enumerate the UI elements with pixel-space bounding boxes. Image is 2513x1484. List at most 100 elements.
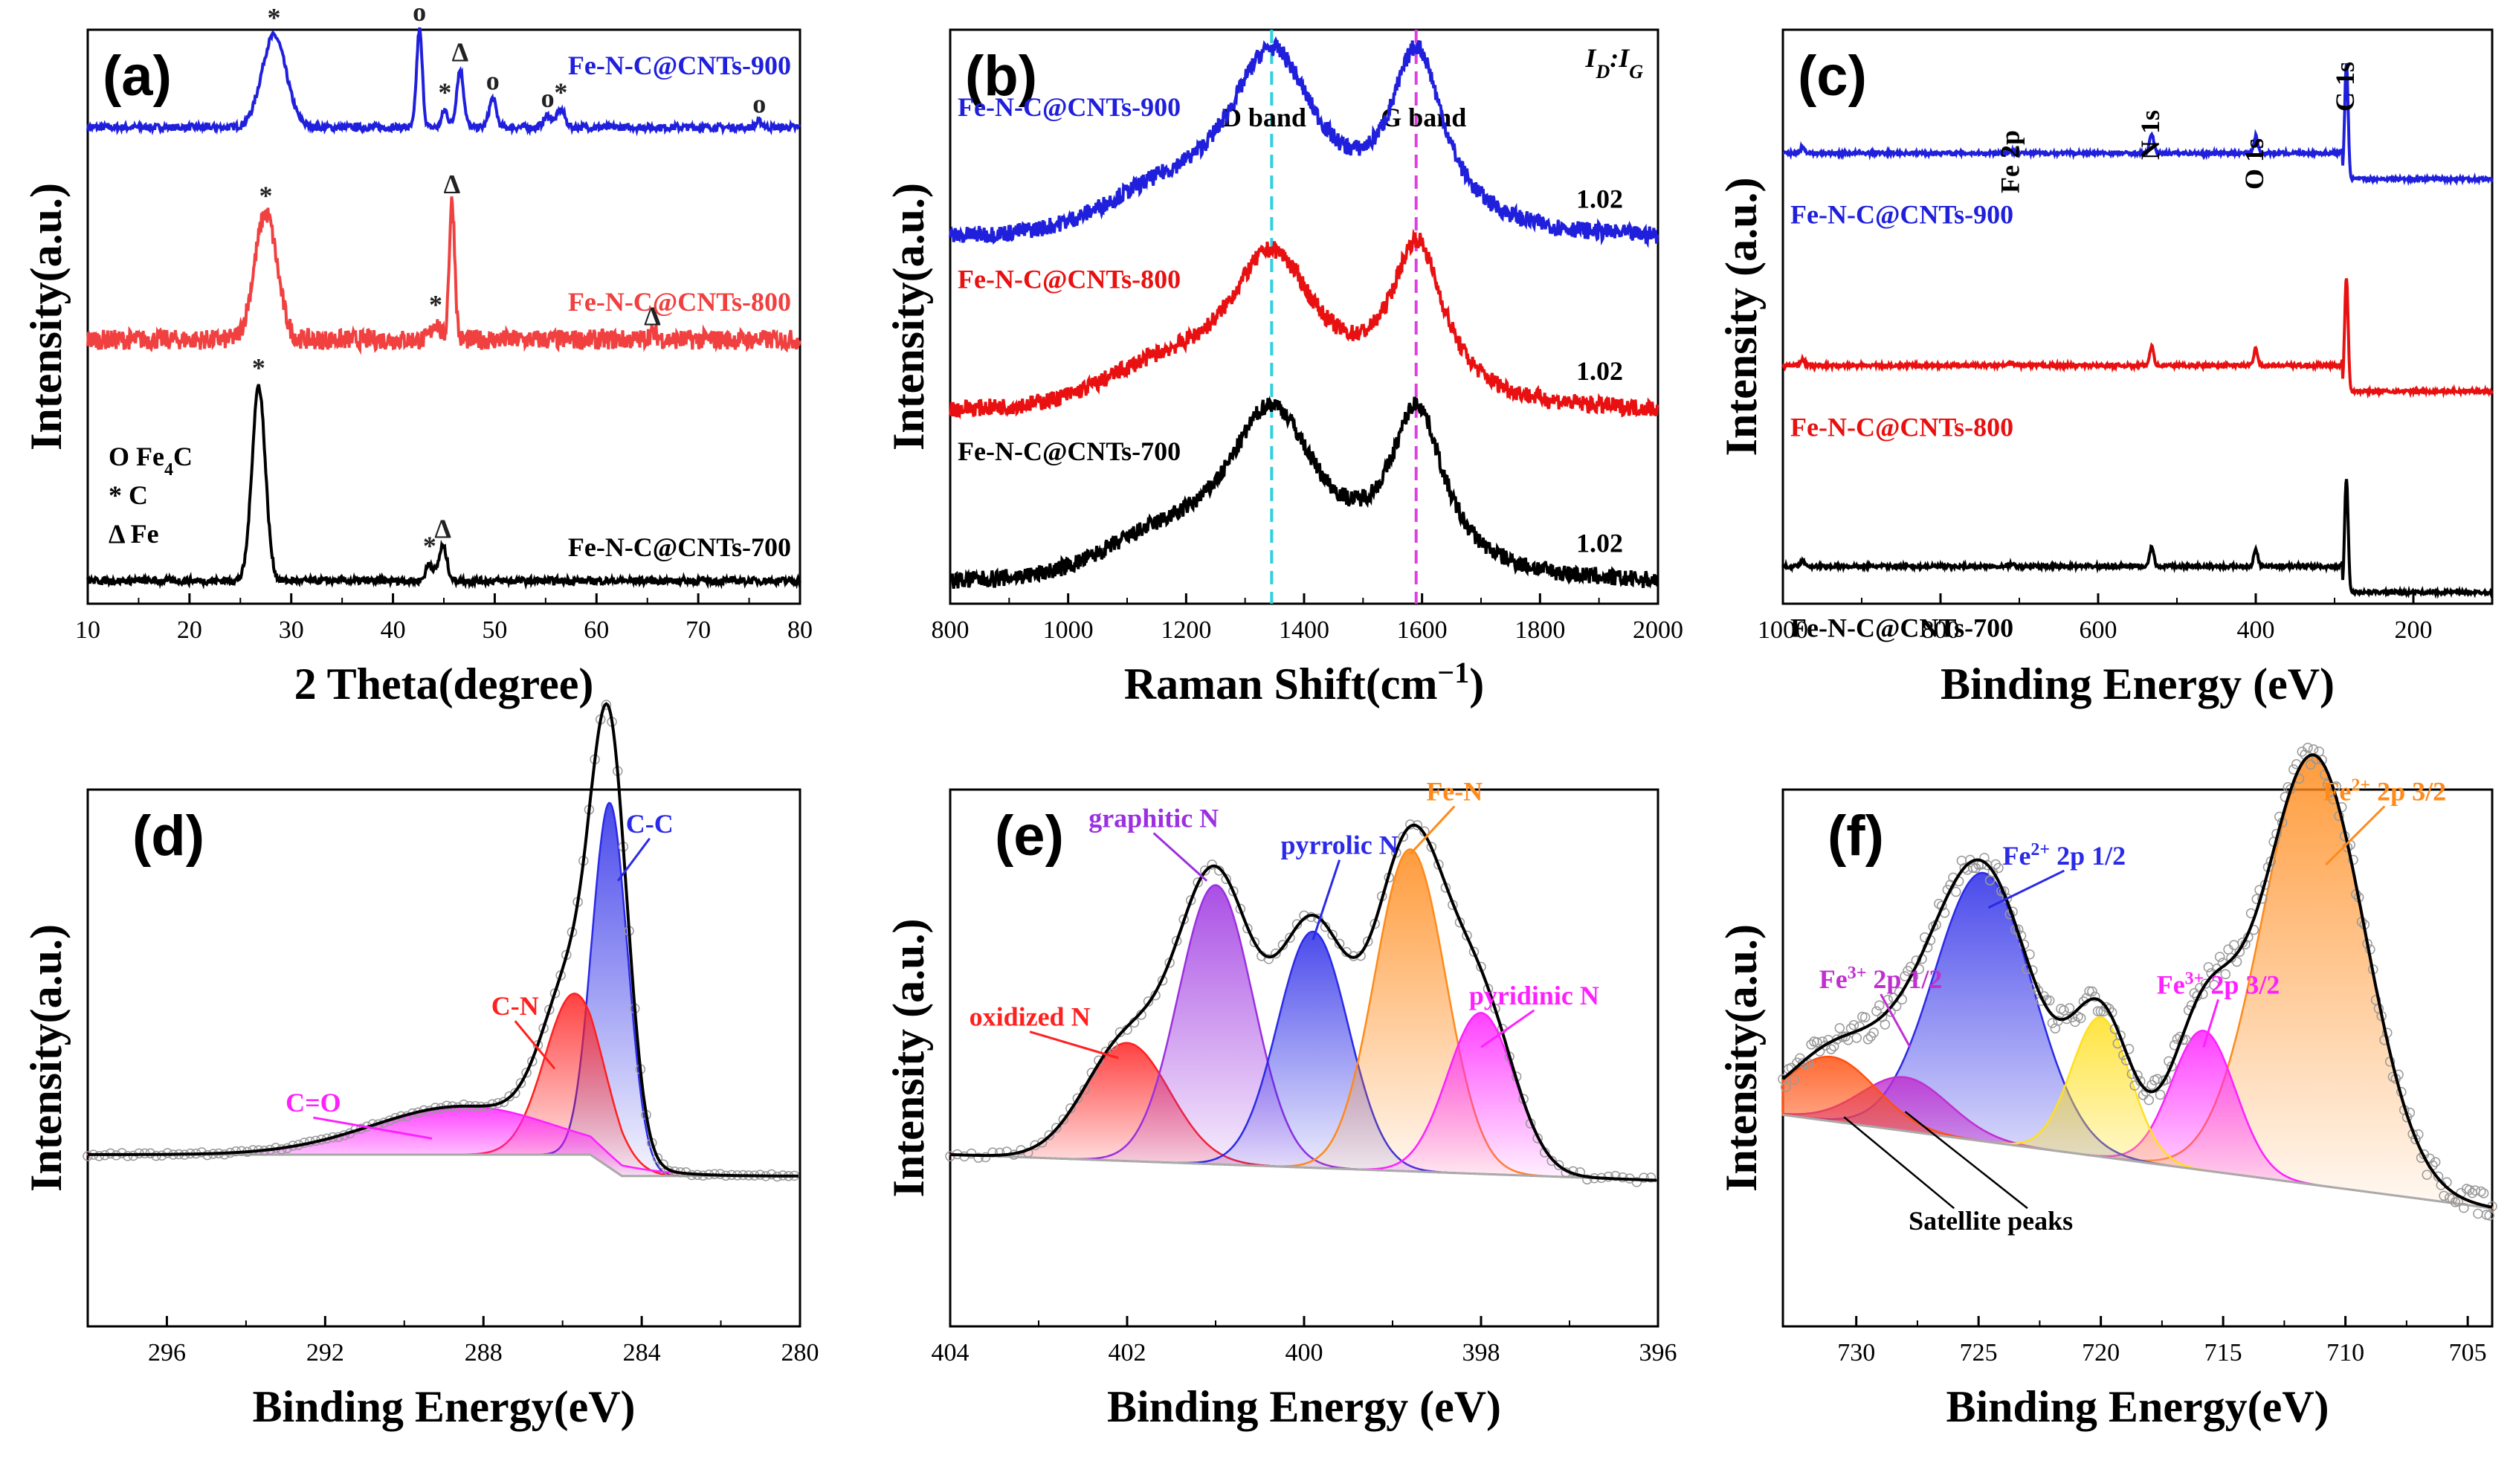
panel-e: 404 402 400 398 396 Intensity (a.u.) Binding E… [884, 776, 1677, 1431]
satellite-label: Satellite peaks [1909, 1206, 2073, 1236]
band-label: G band [1381, 103, 1466, 132]
x-tick-label: 400 [2237, 616, 2275, 644]
x-tick-label: 292 [306, 1339, 344, 1367]
legend-entry: Fe-N-C@CNTs-900 [1790, 200, 2013, 230]
panel-label: (a) [103, 45, 172, 108]
raw-data-point [1631, 1177, 1642, 1187]
x-axis-label: Binding Energy(eV) [1946, 1382, 2329, 1431]
raw-data-point [1868, 1027, 1879, 1038]
x-tick-label: 284 [623, 1339, 661, 1367]
raw-data-point [2223, 944, 2233, 955]
raman-line-2 [949, 396, 1659, 590]
raw-data-point [521, 1068, 532, 1078]
xrd-line-1 [86, 196, 801, 355]
raw-data-point [2214, 952, 2225, 962]
legend-fe4c: O Fe4C [109, 442, 193, 480]
raw-data-point [1859, 1012, 1871, 1023]
peak-marker: Δ [444, 170, 461, 199]
envelope-line [1781, 753, 2493, 1209]
raw-data-point [658, 1159, 668, 1170]
component-label: Fe-N [1426, 776, 1483, 806]
panel-label: (e) [995, 804, 1064, 868]
raw-data-point [1468, 946, 1480, 957]
component-label: graphitic N [1088, 804, 1219, 833]
legend-entry: Fe-N-C@CNTs-700 [958, 436, 1181, 466]
raw-data-point [1199, 865, 1210, 876]
raw-data-point [1285, 932, 1295, 943]
raw-data-point [766, 1169, 777, 1180]
component-label: Fe3+ 2p 1/2 [1819, 964, 1943, 994]
xps-survey-line-2 [1781, 479, 2494, 599]
raw-data-point [1263, 954, 1274, 964]
raw-data-point [2084, 986, 2094, 996]
raw-data-point [2430, 1157, 2441, 1167]
raman-line-0 [949, 36, 1659, 248]
raw-data-point [1806, 1039, 1816, 1050]
raw-data-point [987, 1147, 998, 1158]
x-tick-label: 296 [148, 1339, 186, 1367]
legend-entry: Fe-N-C@CNTs-800 [1790, 412, 2013, 442]
annotation-arrow [1880, 993, 1912, 1048]
y-axis-label: Intensity(a.u.) [22, 183, 71, 451]
panel-f: 730 725 720 715 710 705 Intensity(a.u.) Binding… [1717, 742, 2497, 1431]
raw-data-point [1114, 1027, 1126, 1038]
panel-label: (f) [1828, 804, 1884, 868]
component-label: Fe2+ 2p 1/2 [2002, 840, 2126, 871]
x-tick-label: 1400 [1279, 616, 1329, 644]
legend-entry: Fe-N-C@CNTs-700 [568, 532, 791, 562]
raw-data-point [2152, 1074, 2163, 1085]
raw-data-point [2044, 995, 2055, 1006]
y-axis-label: Intensity(a.u.) [22, 924, 71, 1192]
peak-marker: Δ [452, 37, 469, 67]
peak-label: O 1s [2239, 138, 2269, 190]
raw-data-point [1871, 1006, 1882, 1016]
raw-data-point [1970, 862, 1981, 874]
background-line [1782, 1114, 2493, 1210]
raw-data-point [1362, 936, 1373, 946]
raw-data-point [1874, 1000, 1885, 1011]
x-tick-label: 402 [1109, 1339, 1146, 1367]
raw-data-point [652, 1152, 663, 1164]
raw-data-point [515, 1078, 526, 1088]
x-axis-label: Binding Energy (eV) [1941, 659, 2335, 709]
x-tick-label: 20 [177, 616, 202, 644]
raw-data-point [1834, 1023, 1845, 1033]
ratio-value: 1.02 [1576, 529, 1623, 558]
raw-data-point [2033, 985, 2044, 996]
legend-fe: Δ Fe [109, 519, 159, 549]
raw-data-point [1645, 1172, 1656, 1183]
component-label: C=O [286, 1088, 341, 1117]
raw-data-point [1826, 1044, 1836, 1054]
raw-data-point [2422, 1170, 2432, 1180]
raw-data-point [2059, 1005, 2069, 1016]
x-tick-label: 30 [279, 616, 304, 644]
raw-data-point [1851, 1033, 1862, 1043]
x-tick-label: 720 [2082, 1339, 2120, 1367]
annotation-arrow [1480, 1009, 1535, 1048]
raw-data-point [1271, 948, 1281, 959]
x-tick-label: 200 [2395, 616, 2433, 644]
raw-data-point [2303, 742, 2313, 753]
x-axis-label: Binding Energy (eV) [1107, 1382, 1501, 1431]
y-axis-label: Intensity (a.u.) [884, 918, 933, 1197]
raw-data-point [2075, 1013, 2086, 1024]
x-tick-label: 1200 [1161, 616, 1211, 644]
x-axis-label: Raman Shift(cm−1) [1124, 656, 1484, 709]
x-tick-label: 725 [1960, 1339, 1998, 1367]
xps-survey-line-0 [1782, 62, 2494, 187]
component-label: pyrrolic N [1280, 830, 1398, 860]
raw-data-point [2070, 1016, 2080, 1027]
raw-data-point [2308, 744, 2319, 755]
component-label: Fe2+ 2p 3/2 [2323, 775, 2446, 806]
ratio-title: ID:IG [1584, 43, 1643, 83]
raw-data-point [1993, 862, 2004, 874]
raw-data-point [1951, 886, 1961, 897]
raman-line-1 [949, 228, 1659, 420]
xrd-line-2 [86, 384, 801, 590]
fit-component [86, 1105, 799, 1178]
raw-data-point [1249, 937, 1260, 947]
x-tick-label: 1600 [1397, 616, 1448, 644]
component-label: oxidized N [970, 1002, 1091, 1032]
raw-data-point [1207, 859, 1217, 870]
x-tick-label: 50 [482, 616, 507, 644]
